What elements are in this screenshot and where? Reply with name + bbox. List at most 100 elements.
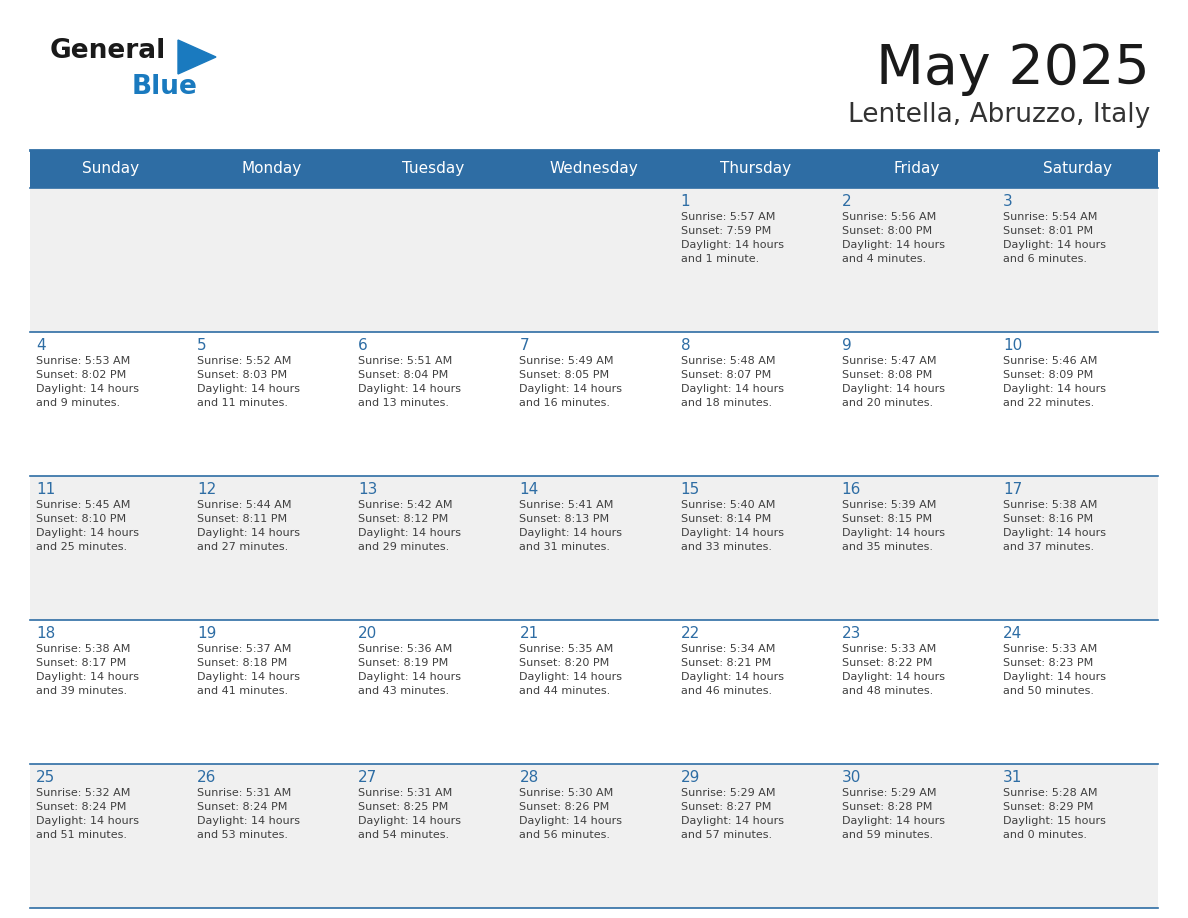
Text: 12: 12 (197, 482, 216, 497)
Bar (997, 764, 1158, 908)
Text: Blue: Blue (132, 74, 198, 100)
Text: Sunrise: 5:53 AM
Sunset: 8:02 PM
Daylight: 14 hours
and 9 minutes.: Sunrise: 5:53 AM Sunset: 8:02 PM Dayligh… (36, 356, 139, 408)
Text: Sunrise: 5:44 AM
Sunset: 8:11 PM
Daylight: 14 hours
and 27 minutes.: Sunrise: 5:44 AM Sunset: 8:11 PM Dayligh… (197, 500, 301, 552)
Bar (353, 150, 513, 188)
Text: 2: 2 (842, 194, 852, 209)
Bar (353, 188, 513, 332)
Text: Sunrise: 5:36 AM
Sunset: 8:19 PM
Daylight: 14 hours
and 43 minutes.: Sunrise: 5:36 AM Sunset: 8:19 PM Dayligh… (359, 644, 461, 696)
Text: May 2025: May 2025 (877, 42, 1150, 96)
Bar (191, 332, 353, 476)
Bar (675, 620, 835, 764)
Bar (191, 620, 353, 764)
Text: 18: 18 (36, 626, 56, 641)
Text: Sunrise: 5:39 AM
Sunset: 8:15 PM
Daylight: 14 hours
and 35 minutes.: Sunrise: 5:39 AM Sunset: 8:15 PM Dayligh… (842, 500, 944, 552)
Text: Sunrise: 5:40 AM
Sunset: 8:14 PM
Daylight: 14 hours
and 33 minutes.: Sunrise: 5:40 AM Sunset: 8:14 PM Dayligh… (681, 500, 784, 552)
Text: Sunrise: 5:31 AM
Sunset: 8:25 PM
Daylight: 14 hours
and 54 minutes.: Sunrise: 5:31 AM Sunset: 8:25 PM Dayligh… (359, 788, 461, 840)
Bar (835, 188, 997, 332)
Bar (513, 332, 675, 476)
Text: 14: 14 (519, 482, 538, 497)
Text: Monday: Monday (241, 162, 302, 176)
Bar (353, 620, 513, 764)
Text: General: General (50, 38, 166, 64)
Text: 3: 3 (1003, 194, 1012, 209)
Bar (835, 476, 997, 620)
Text: 27: 27 (359, 770, 378, 785)
Bar (30, 188, 191, 332)
Bar (835, 150, 997, 188)
Text: Sunrise: 5:33 AM
Sunset: 8:23 PM
Daylight: 14 hours
and 50 minutes.: Sunrise: 5:33 AM Sunset: 8:23 PM Dayligh… (1003, 644, 1106, 696)
Text: Sunrise: 5:42 AM
Sunset: 8:12 PM
Daylight: 14 hours
and 29 minutes.: Sunrise: 5:42 AM Sunset: 8:12 PM Dayligh… (359, 500, 461, 552)
Text: 6: 6 (359, 338, 368, 353)
Bar (675, 764, 835, 908)
Bar (30, 332, 191, 476)
Bar (191, 764, 353, 908)
Text: 20: 20 (359, 626, 378, 641)
Text: Sunrise: 5:52 AM
Sunset: 8:03 PM
Daylight: 14 hours
and 11 minutes.: Sunrise: 5:52 AM Sunset: 8:03 PM Dayligh… (197, 356, 301, 408)
Text: Sunrise: 5:45 AM
Sunset: 8:10 PM
Daylight: 14 hours
and 25 minutes.: Sunrise: 5:45 AM Sunset: 8:10 PM Dayligh… (36, 500, 139, 552)
Text: Sunrise: 5:57 AM
Sunset: 7:59 PM
Daylight: 14 hours
and 1 minute.: Sunrise: 5:57 AM Sunset: 7:59 PM Dayligh… (681, 212, 784, 264)
Text: Sunday: Sunday (82, 162, 139, 176)
Text: 1: 1 (681, 194, 690, 209)
Text: Tuesday: Tuesday (402, 162, 465, 176)
Text: Sunrise: 5:34 AM
Sunset: 8:21 PM
Daylight: 14 hours
and 46 minutes.: Sunrise: 5:34 AM Sunset: 8:21 PM Dayligh… (681, 644, 784, 696)
Text: Sunrise: 5:28 AM
Sunset: 8:29 PM
Daylight: 15 hours
and 0 minutes.: Sunrise: 5:28 AM Sunset: 8:29 PM Dayligh… (1003, 788, 1106, 840)
Text: Sunrise: 5:32 AM
Sunset: 8:24 PM
Daylight: 14 hours
and 51 minutes.: Sunrise: 5:32 AM Sunset: 8:24 PM Dayligh… (36, 788, 139, 840)
Bar (513, 620, 675, 764)
Text: 8: 8 (681, 338, 690, 353)
Text: Sunrise: 5:37 AM
Sunset: 8:18 PM
Daylight: 14 hours
and 41 minutes.: Sunrise: 5:37 AM Sunset: 8:18 PM Dayligh… (197, 644, 301, 696)
Bar (675, 150, 835, 188)
Bar (30, 764, 191, 908)
Bar (513, 150, 675, 188)
Text: 28: 28 (519, 770, 538, 785)
Bar (30, 476, 191, 620)
Bar (353, 476, 513, 620)
Text: Friday: Friday (893, 162, 940, 176)
Text: 7: 7 (519, 338, 529, 353)
Text: Sunrise: 5:29 AM
Sunset: 8:28 PM
Daylight: 14 hours
and 59 minutes.: Sunrise: 5:29 AM Sunset: 8:28 PM Dayligh… (842, 788, 944, 840)
Bar (513, 188, 675, 332)
Polygon shape (178, 40, 216, 74)
Bar (997, 150, 1158, 188)
Bar (30, 150, 191, 188)
Text: 19: 19 (197, 626, 216, 641)
Text: 11: 11 (36, 482, 56, 497)
Text: 10: 10 (1003, 338, 1022, 353)
Bar (835, 764, 997, 908)
Bar (675, 476, 835, 620)
Bar (191, 476, 353, 620)
Text: Sunrise: 5:51 AM
Sunset: 8:04 PM
Daylight: 14 hours
and 13 minutes.: Sunrise: 5:51 AM Sunset: 8:04 PM Dayligh… (359, 356, 461, 408)
Text: 17: 17 (1003, 482, 1022, 497)
Text: Sunrise: 5:56 AM
Sunset: 8:00 PM
Daylight: 14 hours
and 4 minutes.: Sunrise: 5:56 AM Sunset: 8:00 PM Dayligh… (842, 212, 944, 264)
Bar (835, 620, 997, 764)
Text: Sunrise: 5:47 AM
Sunset: 8:08 PM
Daylight: 14 hours
and 20 minutes.: Sunrise: 5:47 AM Sunset: 8:08 PM Dayligh… (842, 356, 944, 408)
Text: 16: 16 (842, 482, 861, 497)
Text: Sunrise: 5:35 AM
Sunset: 8:20 PM
Daylight: 14 hours
and 44 minutes.: Sunrise: 5:35 AM Sunset: 8:20 PM Dayligh… (519, 644, 623, 696)
Bar (353, 332, 513, 476)
Text: 31: 31 (1003, 770, 1022, 785)
Text: Sunrise: 5:41 AM
Sunset: 8:13 PM
Daylight: 14 hours
and 31 minutes.: Sunrise: 5:41 AM Sunset: 8:13 PM Dayligh… (519, 500, 623, 552)
Text: Thursday: Thursday (720, 162, 791, 176)
Text: 30: 30 (842, 770, 861, 785)
Text: Sunrise: 5:54 AM
Sunset: 8:01 PM
Daylight: 14 hours
and 6 minutes.: Sunrise: 5:54 AM Sunset: 8:01 PM Dayligh… (1003, 212, 1106, 264)
Text: 22: 22 (681, 626, 700, 641)
Text: Lentella, Abruzzo, Italy: Lentella, Abruzzo, Italy (848, 102, 1150, 128)
Bar (513, 476, 675, 620)
Bar (997, 332, 1158, 476)
Text: 23: 23 (842, 626, 861, 641)
Text: Sunrise: 5:30 AM
Sunset: 8:26 PM
Daylight: 14 hours
and 56 minutes.: Sunrise: 5:30 AM Sunset: 8:26 PM Dayligh… (519, 788, 623, 840)
Text: Sunrise: 5:46 AM
Sunset: 8:09 PM
Daylight: 14 hours
and 22 minutes.: Sunrise: 5:46 AM Sunset: 8:09 PM Dayligh… (1003, 356, 1106, 408)
Text: 26: 26 (197, 770, 216, 785)
Text: 4: 4 (36, 338, 45, 353)
Text: 24: 24 (1003, 626, 1022, 641)
Text: 5: 5 (197, 338, 207, 353)
Bar (835, 332, 997, 476)
Text: Sunrise: 5:33 AM
Sunset: 8:22 PM
Daylight: 14 hours
and 48 minutes.: Sunrise: 5:33 AM Sunset: 8:22 PM Dayligh… (842, 644, 944, 696)
Text: Sunrise: 5:31 AM
Sunset: 8:24 PM
Daylight: 14 hours
and 53 minutes.: Sunrise: 5:31 AM Sunset: 8:24 PM Dayligh… (197, 788, 301, 840)
Text: 15: 15 (681, 482, 700, 497)
Bar (675, 332, 835, 476)
Text: Sunrise: 5:48 AM
Sunset: 8:07 PM
Daylight: 14 hours
and 18 minutes.: Sunrise: 5:48 AM Sunset: 8:07 PM Dayligh… (681, 356, 784, 408)
Text: Sunrise: 5:38 AM
Sunset: 8:17 PM
Daylight: 14 hours
and 39 minutes.: Sunrise: 5:38 AM Sunset: 8:17 PM Dayligh… (36, 644, 139, 696)
Bar (997, 620, 1158, 764)
Text: 25: 25 (36, 770, 56, 785)
Bar (191, 150, 353, 188)
